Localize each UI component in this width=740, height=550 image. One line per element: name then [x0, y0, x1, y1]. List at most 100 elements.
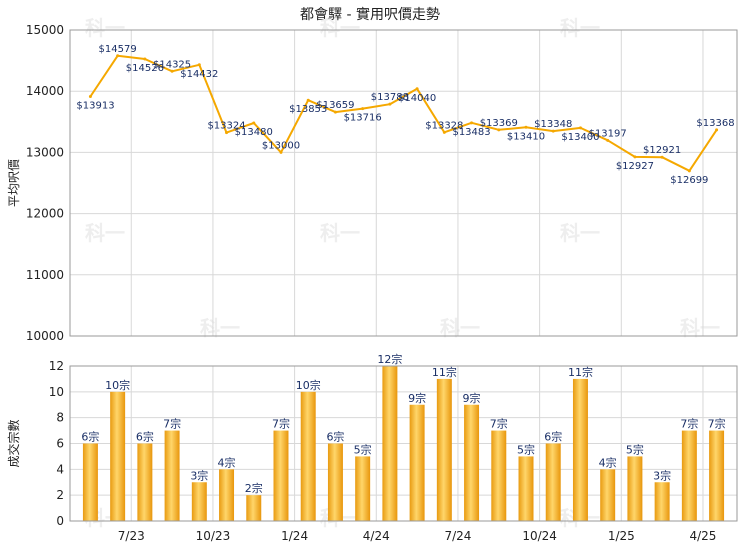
price-point — [606, 138, 610, 142]
volume-bar — [110, 391, 126, 521]
price-value-label: $13480 — [235, 127, 273, 138]
bar-value-label: 9宗 — [463, 391, 481, 405]
watermark-text: 科一 — [560, 221, 600, 245]
x-tick-label: 1/24 — [281, 529, 308, 543]
volume-bar — [654, 482, 670, 521]
price-chart-frame — [69, 29, 738, 337]
volume-bar — [327, 443, 343, 521]
price-point — [524, 125, 528, 129]
price-point — [388, 102, 392, 106]
bar-value-label: 7宗 — [708, 417, 726, 431]
price-point — [306, 98, 310, 102]
bar-value-label: 11宗 — [568, 365, 593, 379]
price-value-label: $13788 — [371, 92, 409, 103]
watermark-text: 科一 — [320, 16, 360, 40]
price-value-label: $13716 — [344, 113, 382, 124]
x-tick-label: 1/25 — [608, 529, 635, 543]
price-value-label: $13483 — [452, 127, 490, 138]
volume-bar — [164, 430, 180, 521]
y-tick-label: 6 — [56, 437, 64, 451]
price-value-label: $13400 — [561, 132, 599, 143]
volume-bar — [681, 430, 697, 521]
volume-bar — [409, 404, 425, 521]
price-series-line — [89, 54, 718, 172]
y-tick-label: 13000 — [26, 145, 64, 159]
price-value-label: $12699 — [670, 175, 708, 186]
y-tick-label: 10 — [49, 385, 64, 399]
bar-value-label: 6宗 — [136, 430, 154, 444]
volume-bar — [491, 430, 507, 521]
price-point — [497, 128, 501, 132]
bar-value-label: 10宗 — [296, 378, 321, 392]
volume-bar — [627, 456, 643, 521]
price-value-label: $13369 — [480, 118, 518, 129]
bar-value-label: 6宗 — [544, 430, 562, 444]
watermark-text: 科一 — [320, 221, 360, 245]
price-point — [333, 110, 337, 114]
y-tick-label: 2 — [56, 488, 64, 502]
bar-value-label: 4宗 — [218, 455, 236, 469]
bar-value-label: 9宗 — [408, 391, 426, 405]
price-point — [715, 128, 719, 132]
price-point — [660, 155, 664, 159]
volume-bar — [219, 469, 235, 521]
price-value-label: $14040 — [398, 93, 436, 104]
price-point — [252, 121, 256, 125]
price-value-label: $14526 — [126, 63, 164, 74]
bar-value-label: 3宗 — [653, 468, 671, 482]
bar-value-label: 7宗 — [680, 417, 698, 431]
y-tick-label: 12 — [49, 359, 64, 373]
volume-bar — [600, 469, 616, 521]
price-point — [442, 130, 446, 134]
watermark-text: 科一 — [85, 16, 125, 40]
price-point — [197, 63, 201, 67]
x-tick-label: 10/23 — [196, 529, 231, 543]
volume-bar — [355, 456, 371, 521]
bar-value-label: 6宗 — [326, 430, 344, 444]
price-value-label: $13853 — [289, 104, 327, 115]
bar-value-label: 7宗 — [272, 417, 290, 431]
volume-bar — [709, 430, 725, 521]
price-value-label: $13368 — [696, 118, 734, 129]
price-value-label: $13000 — [262, 140, 300, 151]
bar-value-label: 5宗 — [354, 442, 372, 456]
volume-bar — [191, 482, 207, 521]
price-value-label: $14325 — [153, 59, 191, 70]
price-value-label: $14432 — [180, 69, 218, 80]
x-tick-label: 10/24 — [522, 529, 557, 543]
price-value-label: $13659 — [316, 100, 354, 111]
y-tick-label: 11000 — [26, 268, 64, 282]
x-tick-label: 7/24 — [444, 529, 471, 543]
price-value-label: $12927 — [616, 161, 654, 172]
volume-chart-frame — [69, 365, 738, 522]
volume-bar — [436, 378, 452, 521]
volume-axis-title: 成交宗數 — [6, 419, 21, 467]
price-point — [470, 121, 474, 125]
volume-bar — [572, 378, 588, 521]
x-tick-label: 7/23 — [118, 529, 145, 543]
x-tick-label: 4/24 — [363, 529, 390, 543]
volume-bar — [246, 495, 262, 521]
price-value-label: $13913 — [76, 101, 114, 112]
price-value-label: $13197 — [589, 128, 627, 139]
price-point — [143, 57, 147, 61]
bar-value-label: 6宗 — [81, 430, 99, 444]
volume-bar — [82, 443, 98, 521]
price-point — [225, 131, 229, 135]
price-point — [633, 155, 637, 159]
price-axis-title: 平均呎價 — [7, 159, 21, 207]
price-point — [578, 126, 582, 130]
y-tick-label: 0 — [56, 514, 64, 528]
price-value-label: $13348 — [534, 119, 572, 130]
bar-value-label: 5宗 — [517, 442, 535, 456]
y-tick-label: 15000 — [26, 23, 64, 37]
price-value-label: $12921 — [643, 145, 681, 156]
bar-value-label: 11宗 — [432, 365, 457, 379]
volume-bar — [545, 443, 561, 521]
volume-bar — [137, 443, 153, 521]
volume-bar — [273, 430, 289, 521]
bar-value-label: 10宗 — [105, 378, 130, 392]
watermark-text: 科一 — [560, 16, 600, 40]
